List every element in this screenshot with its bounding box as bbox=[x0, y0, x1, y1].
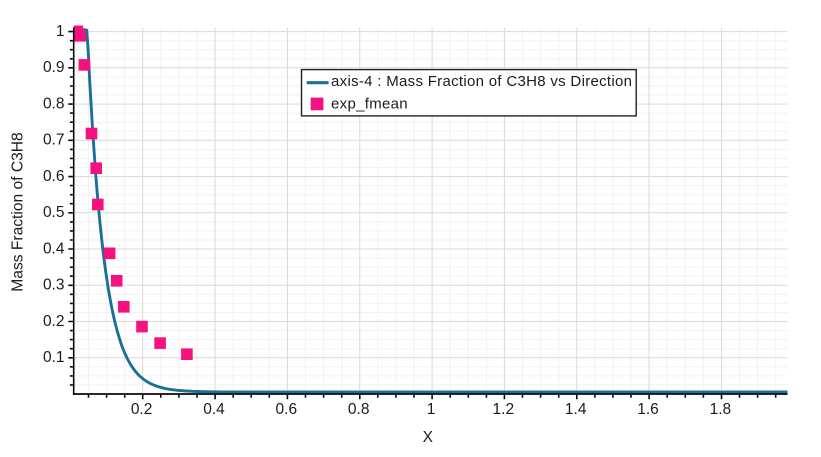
svg-text:exp_fmean: exp_fmean bbox=[331, 95, 408, 112]
svg-text:1.8: 1.8 bbox=[710, 401, 732, 418]
svg-text:1: 1 bbox=[56, 23, 65, 40]
svg-text:0.6: 0.6 bbox=[276, 401, 298, 418]
svg-text:axis-4 : Mass Fraction of C3H8: axis-4 : Mass Fraction of C3H8 vs Direct… bbox=[331, 73, 632, 90]
svg-text:0.5: 0.5 bbox=[43, 204, 65, 221]
svg-text:0.8: 0.8 bbox=[348, 401, 370, 418]
svg-text:1: 1 bbox=[427, 401, 436, 418]
svg-text:0.2: 0.2 bbox=[43, 313, 65, 330]
svg-text:1.6: 1.6 bbox=[637, 401, 659, 418]
svg-text:Mass Fraction of C3H8: Mass Fraction of C3H8 bbox=[9, 132, 26, 291]
svg-text:X: X bbox=[423, 429, 434, 446]
svg-text:0.6: 0.6 bbox=[43, 168, 65, 185]
svg-text:0.1: 0.1 bbox=[43, 349, 65, 366]
svg-text:0.7: 0.7 bbox=[43, 132, 65, 149]
svg-text:1.4: 1.4 bbox=[565, 401, 587, 418]
svg-text:0.2: 0.2 bbox=[131, 401, 153, 418]
svg-text:0.4: 0.4 bbox=[203, 401, 225, 418]
svg-text:0.9: 0.9 bbox=[43, 59, 65, 76]
svg-text:1.2: 1.2 bbox=[493, 401, 515, 418]
svg-text:0.8: 0.8 bbox=[43, 95, 65, 112]
svg-text:0.4: 0.4 bbox=[43, 240, 65, 257]
svg-text:0.3: 0.3 bbox=[43, 277, 65, 294]
